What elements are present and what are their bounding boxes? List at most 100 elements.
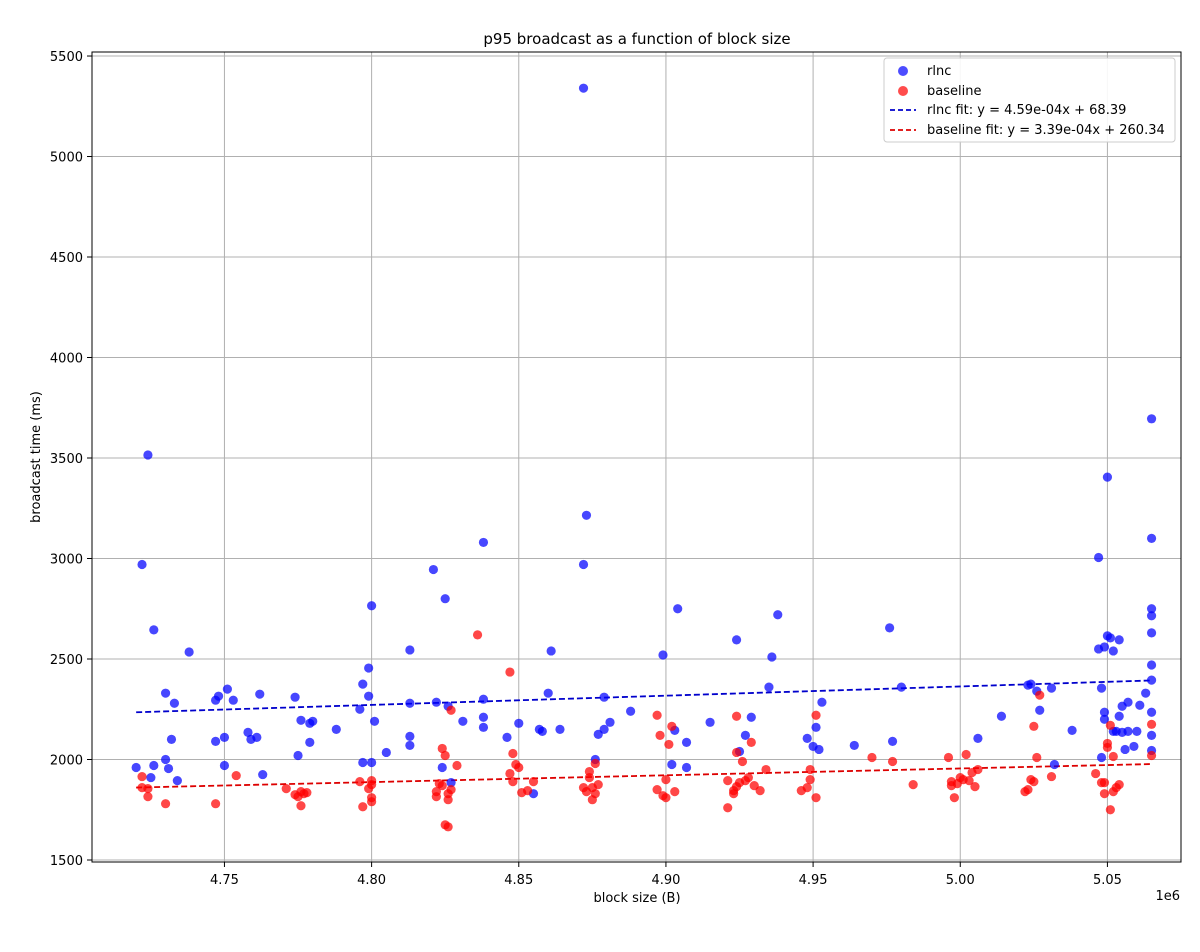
rlnc-point: [1129, 741, 1139, 752]
rlnc-point: [143, 450, 153, 460]
baseline-point: [805, 774, 815, 785]
rlnc-point: [146, 772, 156, 783]
rlnc-point: [1099, 707, 1110, 717]
rlnc-point: [252, 732, 262, 742]
rlnc-point: [213, 691, 224, 701]
rlnc-point: [537, 726, 547, 736]
baseline-point: [961, 749, 971, 760]
baseline-point: [867, 752, 877, 763]
baseline-point: [1029, 777, 1039, 787]
rlnc-point: [222, 684, 232, 694]
rlnc-point: [169, 698, 180, 708]
baseline-point: [746, 737, 756, 748]
baseline-point: [437, 743, 447, 754]
x-axis-label: block size (B): [593, 891, 680, 906]
legend: rlnc baseline rlnc fit: y = 4.59e-04x + …: [883, 57, 1176, 143]
rlnc-point: [1099, 714, 1110, 724]
x-tick-label: 5.00: [946, 873, 975, 888]
baseline-point: [296, 801, 306, 811]
baseline-point: [528, 777, 539, 787]
baseline-point: [737, 756, 748, 767]
rlnc-point: [1114, 711, 1124, 721]
rlnc-point: [1026, 679, 1036, 689]
rlnc-point: [1146, 611, 1157, 621]
x-tick-label: 4.95: [799, 873, 828, 888]
grid-lines: [92, 52, 1181, 862]
rlnc-point: [369, 716, 380, 726]
rlnc-point: [478, 722, 489, 732]
rlnc-point: [405, 645, 415, 655]
baseline-point: [970, 782, 980, 792]
y-tick-label: 5500: [50, 50, 83, 65]
data-points: [131, 83, 1157, 832]
baseline-point: [1032, 752, 1042, 763]
baseline-point: [143, 784, 153, 794]
rlnc-point: [673, 604, 683, 614]
rlnc-point: [219, 732, 230, 742]
rlnc-point: [1146, 414, 1157, 424]
baseline-point: [358, 802, 368, 812]
rlnc-point: [149, 760, 159, 771]
rlnc-point: [478, 712, 489, 722]
baseline-point: [514, 762, 524, 773]
baseline-point: [973, 764, 983, 775]
rlnc-point: [367, 757, 377, 768]
rlnc-point: [581, 510, 592, 520]
legend-marker-baseline: [898, 86, 908, 96]
baseline-point: [723, 803, 733, 813]
baseline-point: [440, 750, 450, 761]
rlnc-point: [405, 731, 415, 741]
rlnc-point: [681, 762, 692, 773]
rlnc-point: [1035, 705, 1045, 715]
baseline-point: [437, 781, 447, 791]
rlnc-point: [1099, 642, 1110, 652]
rlnc-point: [428, 564, 439, 575]
y-tick-label: 1500: [50, 854, 83, 869]
baseline-point: [452, 760, 462, 771]
rlnc-point: [1093, 552, 1104, 563]
rlnc-point: [211, 736, 221, 747]
baseline-point: [664, 739, 674, 750]
baseline-point: [1108, 751, 1118, 762]
baseline-point: [670, 787, 680, 797]
baseline-point: [231, 770, 241, 781]
x-axis-ticks: 4.75 4.80 4.85 4.90 4.95 5.00 5.05: [210, 862, 1122, 888]
x-axis-offset-label: 1e6: [1155, 889, 1180, 904]
rlnc-point: [802, 733, 812, 743]
baseline-point: [508, 777, 518, 787]
rlnc-point: [1114, 635, 1124, 645]
baseline-point: [584, 766, 595, 777]
rlnc-point: [219, 760, 230, 771]
rlnc-point: [681, 737, 692, 748]
rlnc-point: [896, 682, 906, 692]
x-tick-label: 4.75: [210, 873, 239, 888]
legend-label-rlnc-fit: rlnc fit: y = 4.59e-04x + 68.39: [927, 103, 1126, 118]
rlnc-point: [1123, 726, 1133, 736]
rlnc-point: [258, 769, 268, 780]
baseline-point: [1146, 719, 1157, 729]
y-axis-label: broadcast time (ms): [29, 391, 44, 523]
baseline-point: [505, 667, 515, 677]
rlnc-point: [546, 646, 556, 656]
legend-label-baseline-fit: baseline fit: y = 3.39e-04x + 260.34: [927, 123, 1165, 138]
rlnc-point: [1141, 688, 1151, 698]
rlnc-point: [367, 601, 377, 611]
baseline-point: [367, 775, 377, 786]
rlnc-point: [555, 724, 565, 734]
rlnc-point: [440, 594, 450, 604]
baseline-point: [211, 799, 221, 809]
rlnc-point: [1108, 646, 1118, 656]
y-axis-ticks: 1500 2000 2500 3000 3500 4000 4500 5000 5500: [50, 50, 92, 869]
rlnc-point: [667, 759, 677, 770]
rlnc-point: [814, 744, 824, 755]
rlnc-point: [1132, 726, 1142, 736]
baseline-point: [731, 747, 742, 758]
rlnc-point: [364, 691, 374, 701]
baseline-point: [590, 789, 600, 799]
x-tick-label: 4.90: [651, 873, 680, 888]
rlnc-point: [817, 697, 827, 707]
baseline-point: [446, 705, 456, 715]
baseline-point: [431, 792, 441, 802]
rlnc-point: [137, 559, 147, 570]
baseline-point: [1146, 750, 1157, 761]
